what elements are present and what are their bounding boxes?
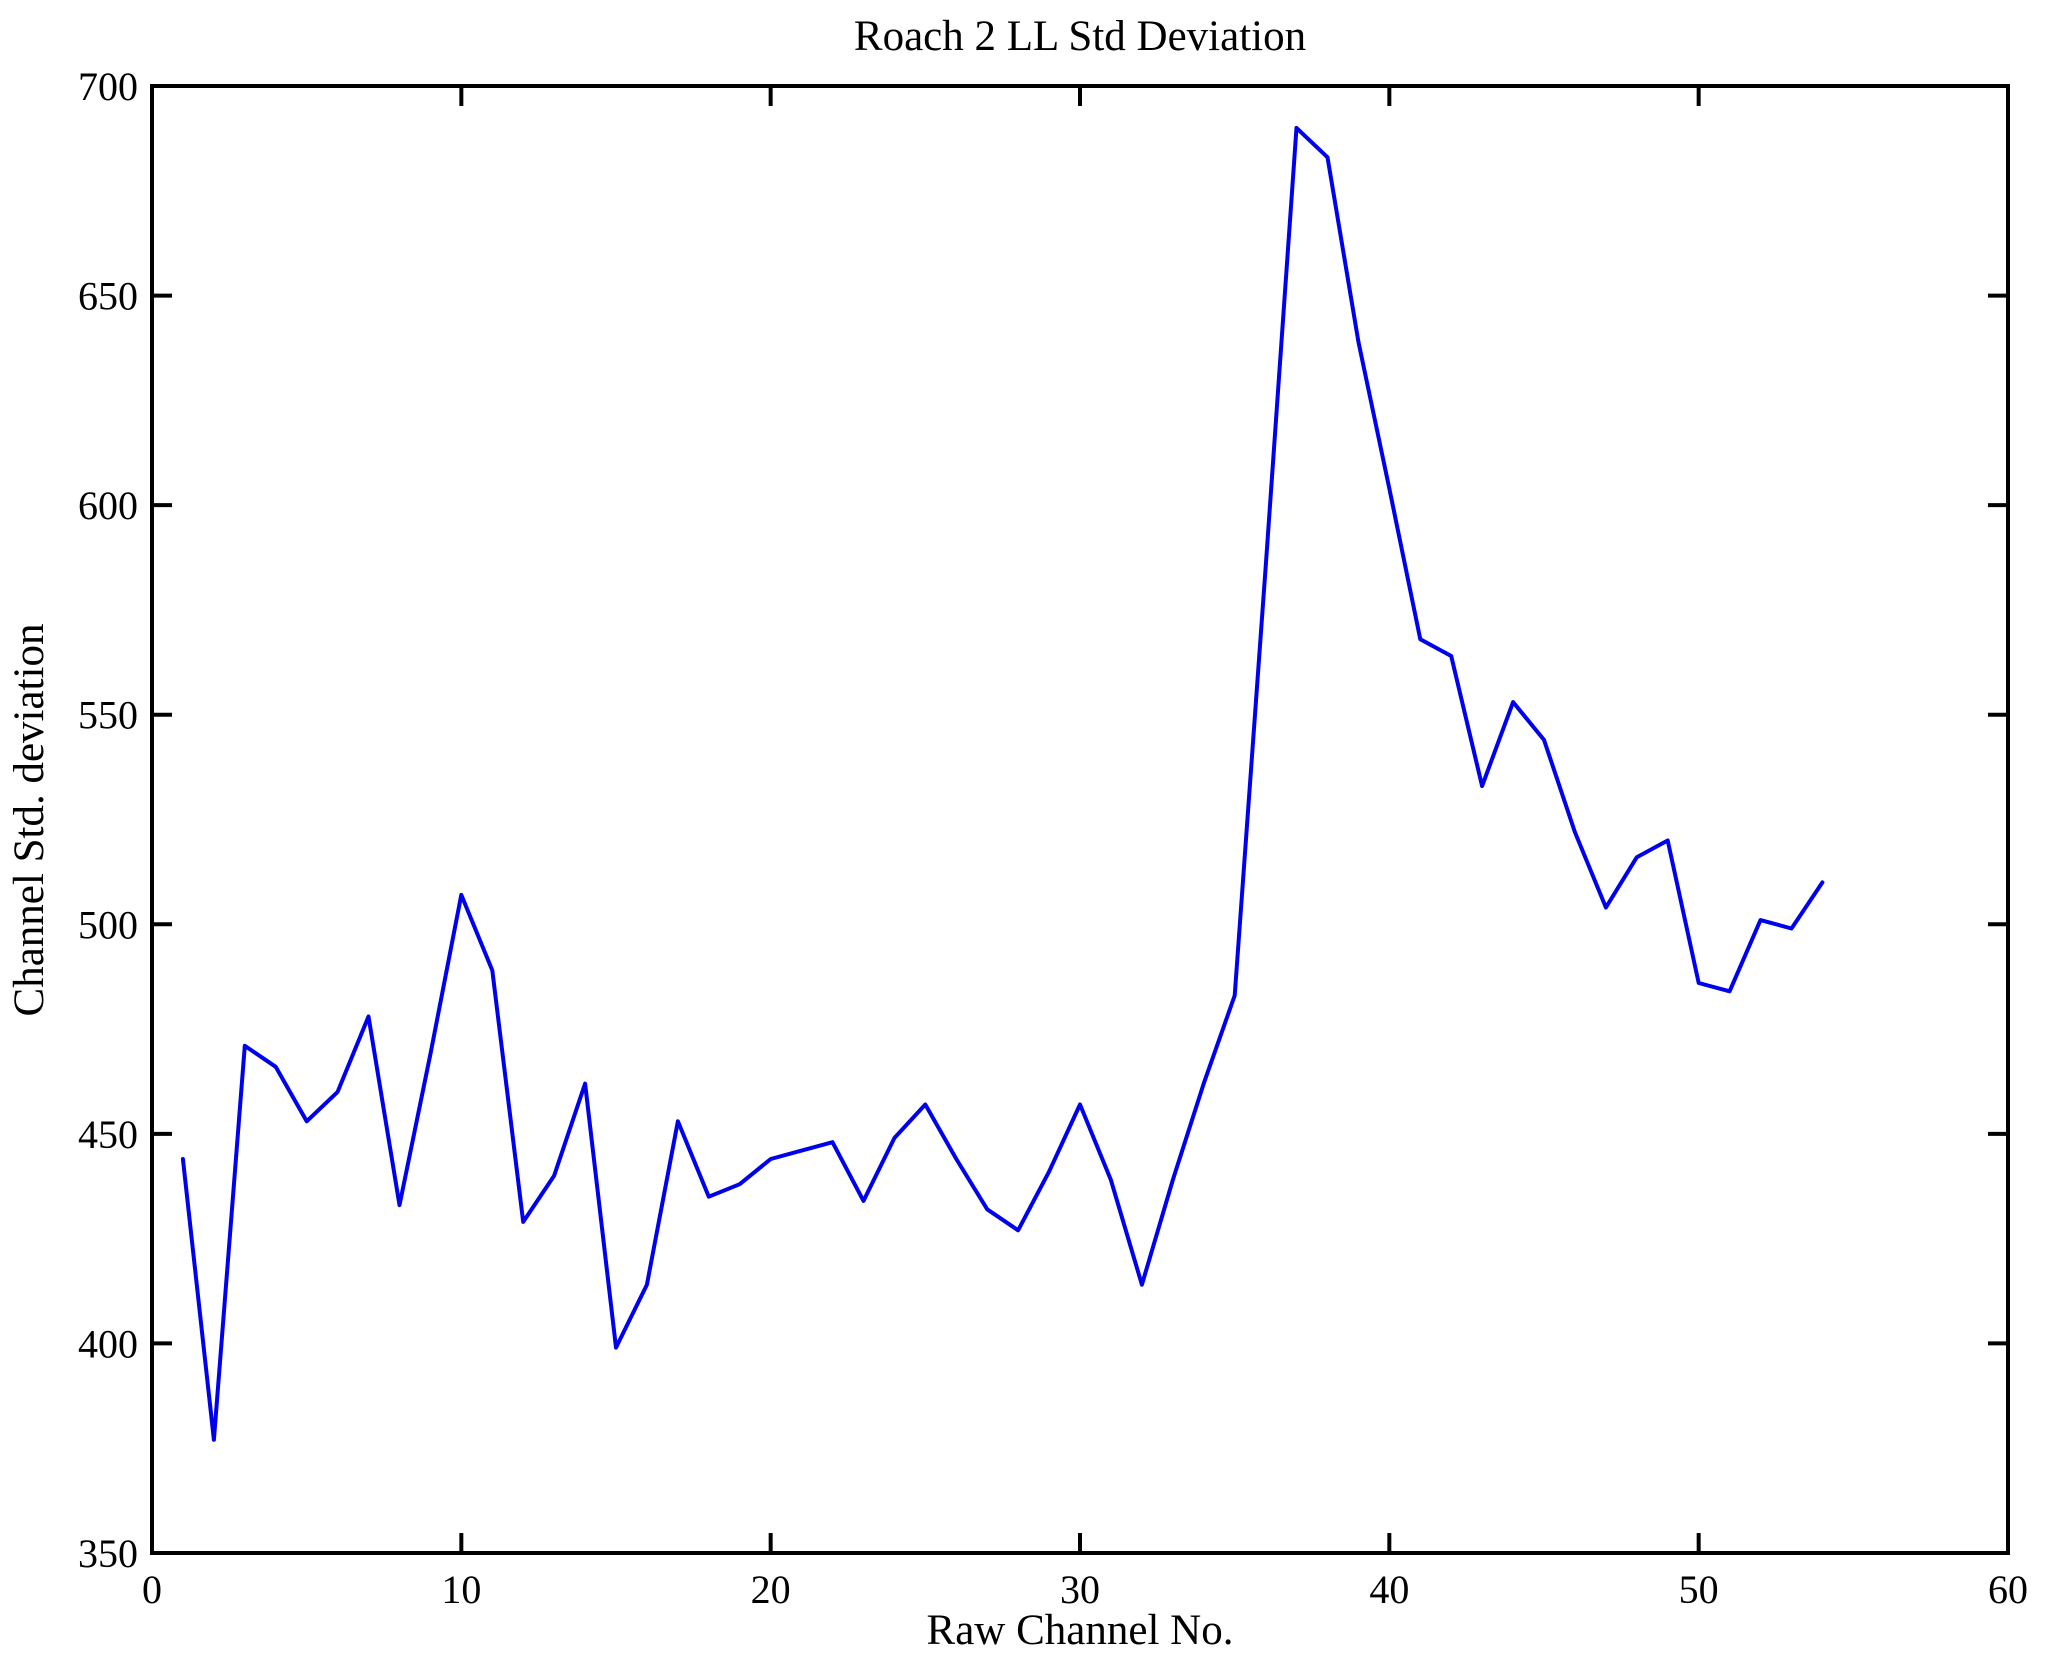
x-tick-label: 60	[1988, 1567, 2028, 1612]
x-axis-label: Raw Channel No.	[926, 1607, 1234, 1654]
chart-title: Roach 2 LL Std Deviation	[853, 13, 1307, 60]
x-tick-label: 30	[1060, 1567, 1100, 1612]
x-tick-label: 0	[142, 1567, 162, 1612]
axis-box	[150, 84, 2010, 1555]
y-tick-label: 500	[78, 902, 138, 947]
x-tick-label: 10	[441, 1567, 481, 1612]
y-tick-label: 550	[78, 693, 138, 738]
y-axis-label: Channel Std. deviation	[6, 623, 53, 1017]
y-tick-label: 700	[78, 64, 138, 109]
y-tick-label: 600	[78, 483, 138, 528]
y-tick-label: 350	[78, 1531, 138, 1576]
x-tick-label: 50	[1679, 1567, 1719, 1612]
x-tick-label: 40	[1369, 1567, 1409, 1612]
y-tick-label: 450	[78, 1112, 138, 1157]
data-line	[180, 125, 1825, 1442]
y-tick-label: 650	[78, 274, 138, 319]
x-tick-label: 20	[751, 1567, 791, 1612]
y-tick-label: 400	[78, 1321, 138, 1366]
